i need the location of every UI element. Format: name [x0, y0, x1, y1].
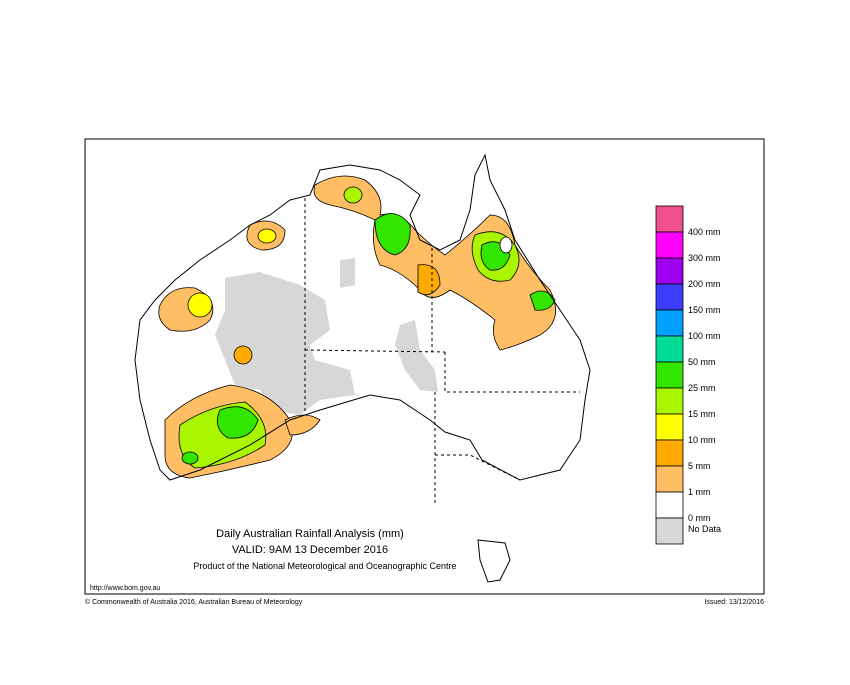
legend-swatch [655, 231, 684, 259]
australia-coastline [134, 153, 591, 481]
legend-swatch [655, 283, 684, 311]
valid-time: VALID: 9AM 13 December 2016 [232, 544, 388, 556]
url: http://www.bom.gov.au [90, 585, 160, 592]
legend-swatch [655, 309, 684, 337]
legend-swatch [655, 413, 684, 441]
legend-label: 0 mm [688, 513, 711, 523]
tasmania [477, 539, 511, 583]
legend-label: 200 mm [688, 279, 721, 289]
legend-label: 25 mm [688, 383, 716, 393]
no-data-areas [215, 258, 438, 415]
legend-swatch [655, 465, 684, 493]
product-line: Product of the National Meteorological a… [193, 561, 456, 571]
legend-swatch [655, 387, 684, 415]
legend-label: 100 mm [688, 331, 721, 341]
map-title: Daily Australian Rainfall Analysis (mm) [216, 528, 404, 540]
legend-label: 1 mm [688, 487, 711, 497]
legend-swatch [655, 491, 684, 519]
legend: 400 mm 300 mm 200 mm 150 mm 100 mm 50 mm 25 mm… [655, 205, 721, 545]
state-borders [304, 198, 580, 505]
legend-swatch [655, 205, 684, 233]
legend-label: 50 mm [688, 357, 716, 367]
legend-label: 15 mm [688, 409, 716, 419]
legend-swatch [655, 361, 684, 389]
legend-swatch [655, 335, 684, 363]
legend-swatch [655, 257, 684, 285]
legend-label: 10 mm [688, 435, 716, 445]
legend-label: 400 mm [688, 227, 721, 237]
copyright: © Commonwealth of Australia 2016, Austra… [85, 598, 303, 606]
legend-label: 150 mm [688, 305, 721, 315]
legend-label: 5 mm [688, 461, 711, 471]
legend-swatch [655, 517, 684, 545]
legend-label: 300 mm [688, 253, 721, 263]
legend-label: No Data [688, 524, 721, 534]
rain-areas [158, 175, 557, 479]
issued: Issued: 13/12/2016 [704, 599, 764, 606]
legend-swatch [655, 439, 684, 467]
